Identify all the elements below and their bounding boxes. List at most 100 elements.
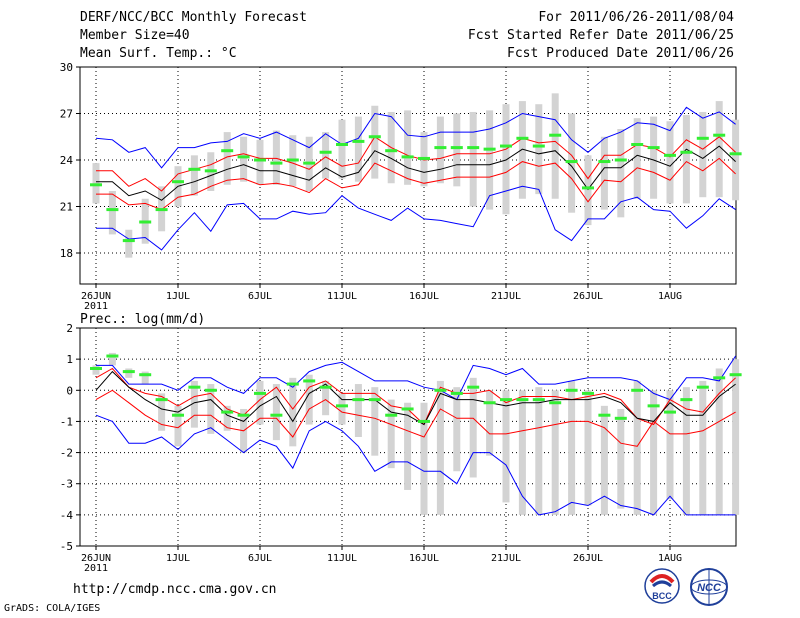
temp-observed-marker	[155, 208, 168, 212]
temp-observed-marker	[516, 136, 529, 140]
temp-ytick-label: 21	[60, 201, 73, 214]
temp-observed-marker	[565, 160, 578, 164]
prec-observed-marker	[90, 366, 102, 370]
prec-observed-marker	[483, 401, 496, 405]
prec-xtick-label: 26JUN	[81, 553, 111, 564]
temp-observed-marker	[418, 156, 430, 160]
temp-observed-marker	[368, 135, 381, 139]
temp-range-box	[535, 104, 543, 195]
prec-range-box	[387, 399, 395, 469]
temp-line-upper	[96, 136, 736, 192]
prec-xtick-label: 16JUL	[409, 553, 439, 564]
temp-observed-marker	[500, 144, 512, 148]
prec-observed-marker	[532, 398, 545, 402]
prec-xtick-label: 26JUL	[573, 553, 603, 564]
forecast-start-date: Fcst Started Refer Date 2011/06/25	[467, 28, 734, 43]
prec-range-box	[715, 368, 723, 515]
prec-observed-marker	[237, 413, 250, 417]
prec-observed-marker	[270, 413, 283, 417]
temp-observed-marker	[90, 183, 102, 187]
variable-label: Mean Surf. Temp.: °C	[80, 46, 237, 61]
header-right: For 2011/06/26-2011/08/04 Fcst Started Re…	[468, 9, 734, 63]
prec-range-box	[617, 408, 625, 509]
prec-line-min	[95, 414, 736, 516]
prec-observed-marker	[155, 398, 168, 402]
temp-range-box	[240, 136, 248, 182]
grads-credit: GrADS: COLA/IGES	[4, 603, 101, 614]
prec-range-box	[732, 359, 740, 515]
temp-observed-marker	[319, 150, 332, 154]
temp-range-box	[650, 116, 658, 199]
prec-range-box	[436, 380, 444, 515]
prec-range-box	[223, 405, 231, 431]
temp-line-min	[96, 185, 736, 251]
prec-panel: -5 -4 -3 -2 -1 0 1 2 26JUN 1JUL 6JUL 11JUL 16JUL 21JU…	[60, 322, 742, 574]
prec-ytick-label: 2	[66, 322, 73, 335]
temp-observed-marker	[680, 150, 693, 154]
prec-observed-marker	[696, 385, 709, 389]
prec-observed-marker	[614, 416, 627, 420]
prec-ytick-label: 0	[66, 384, 73, 397]
prec-ytick-label: -2	[60, 447, 73, 460]
temp-range-box	[190, 155, 198, 196]
temp-range-box	[551, 93, 559, 199]
temp-range-box	[732, 119, 740, 201]
temp-observed-marker	[286, 158, 299, 162]
prec-ytick-label: -4	[60, 509, 74, 522]
temp-observed-marker	[582, 186, 594, 190]
prec-range-box	[141, 371, 149, 385]
prec-ytick-label: -3	[60, 478, 73, 491]
prec-xtick-label: 1JUL	[166, 553, 190, 564]
prec-range-box	[469, 377, 477, 478]
temp-observed-marker	[221, 149, 234, 153]
prec-range-box	[420, 402, 428, 515]
prec-range-box	[568, 380, 576, 515]
prec-range-box	[190, 380, 198, 428]
prec-range-box	[108, 352, 116, 366]
prec-range-box	[518, 390, 526, 515]
chart-title: DERF/NCC/BCC Monthly Forecast	[80, 10, 307, 25]
prec-observed-marker	[352, 398, 365, 402]
prec-observed-marker	[565, 388, 578, 392]
prec-observed-marker	[450, 391, 463, 395]
prec-observed-marker	[286, 382, 299, 386]
prec-range-box	[535, 387, 543, 515]
temp-observed-marker	[532, 144, 545, 148]
temp-range-box	[322, 132, 330, 179]
temp-observed-marker	[188, 167, 201, 171]
temp-range-box	[256, 139, 264, 185]
temp-xtick-label: 6JUL	[248, 291, 272, 302]
temp-observed-marker	[352, 139, 365, 143]
temp-line-mean	[96, 145, 736, 201]
prec-xtick-label: 6JUL	[248, 553, 272, 564]
temp-observed-marker	[106, 208, 119, 212]
prec-range-box	[404, 402, 412, 490]
prec-observed-marker	[467, 385, 480, 389]
prec-observed-marker	[172, 413, 184, 417]
bcc-logo-text: BCC	[652, 591, 672, 601]
temp-xtick-label: 1AUG	[658, 291, 682, 302]
prec-range-box	[600, 405, 608, 515]
prec-range-box	[354, 384, 362, 437]
prec-range-box	[666, 390, 674, 500]
temp-range-box	[338, 119, 346, 179]
prec-observed-marker	[647, 404, 660, 408]
prec-xtick-label: 11JUL	[327, 553, 357, 564]
prec-range-box	[289, 377, 297, 447]
prec-range-box	[371, 387, 379, 456]
temp-range-box	[453, 113, 461, 187]
temp-observed-marker	[204, 169, 217, 173]
prec-range-box	[338, 393, 346, 425]
prec-observed-marker	[303, 379, 316, 383]
temp-ytick-label: 18	[60, 247, 73, 260]
temp-year-label: 2011	[84, 301, 108, 312]
prec-range-box	[699, 380, 707, 515]
temp-range-box	[354, 116, 362, 182]
prec-range-box	[322, 380, 330, 416]
temp-range-box	[469, 111, 477, 207]
prec-range-box	[305, 374, 313, 425]
prec-range-box	[158, 393, 166, 431]
source-url[interactable]: http://cmdp.ncc.cma.gov.cn	[73, 582, 277, 597]
temp-observed-marker	[336, 143, 348, 146]
prec-observed-marker	[631, 388, 644, 392]
